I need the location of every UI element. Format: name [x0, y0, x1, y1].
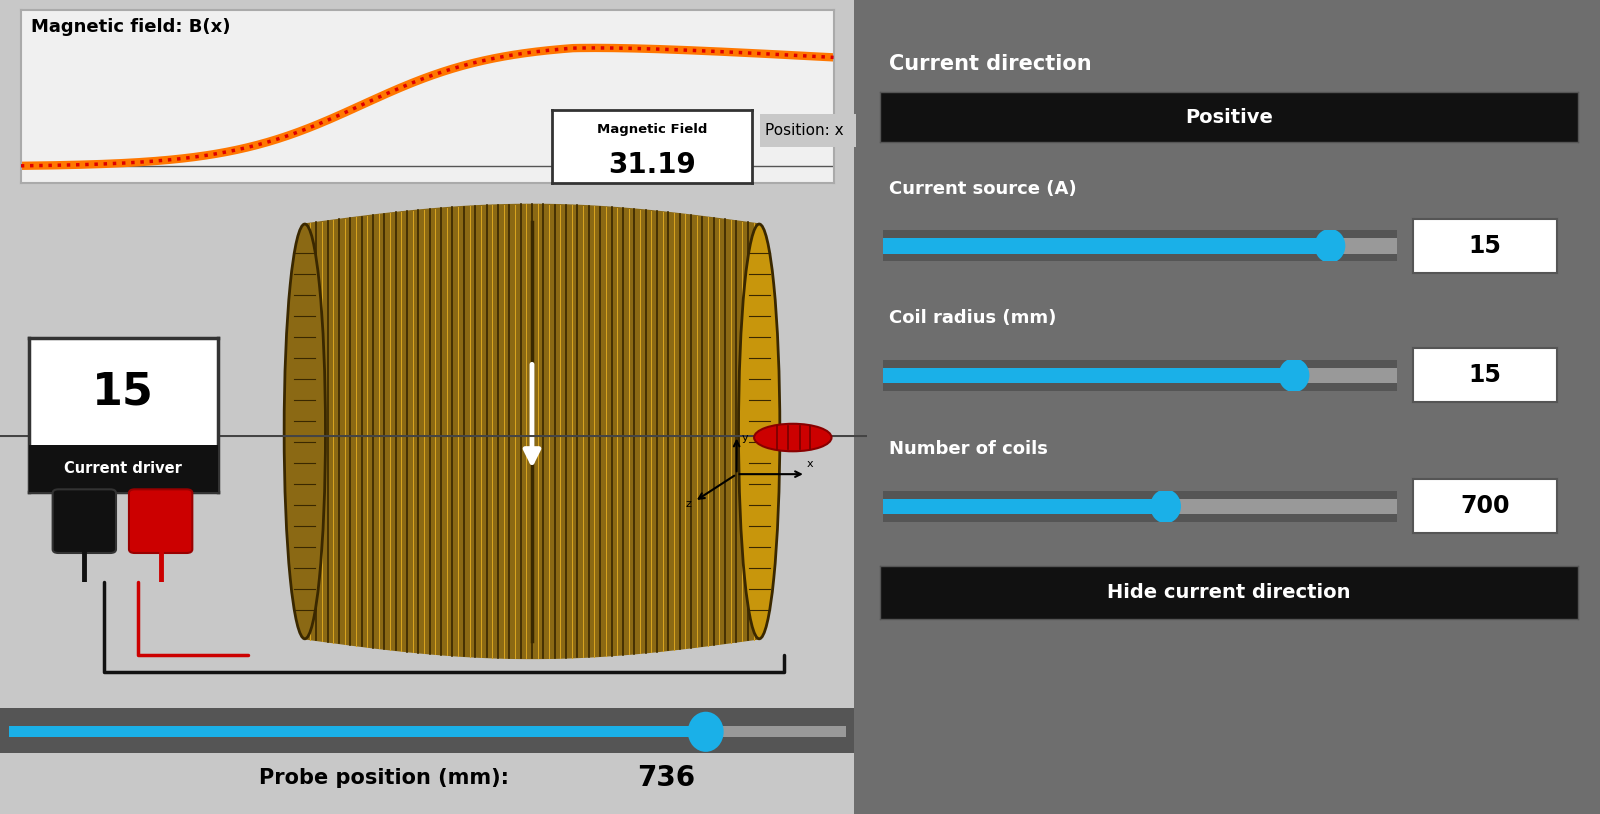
Text: 15: 15: [93, 370, 154, 414]
Bar: [8, 726, 706, 737]
Text: y: y: [742, 433, 749, 443]
Bar: [1166, 498, 1397, 514]
FancyBboxPatch shape: [130, 489, 192, 553]
Ellipse shape: [739, 224, 779, 639]
Bar: [1294, 368, 1397, 383]
Text: z: z: [685, 499, 691, 509]
Ellipse shape: [754, 424, 832, 451]
Polygon shape: [304, 204, 760, 659]
Text: Current direction: Current direction: [890, 55, 1091, 74]
Text: Position: x: Position: x: [765, 123, 843, 138]
Text: Magnetic field: B(x): Magnetic field: B(x): [30, 19, 230, 37]
Text: Current source (A): Current source (A): [890, 180, 1077, 198]
Ellipse shape: [285, 224, 325, 639]
Ellipse shape: [1150, 489, 1181, 523]
FancyBboxPatch shape: [53, 489, 115, 553]
Text: 700: 700: [1461, 494, 1510, 519]
Text: Hide current direction: Hide current direction: [1107, 583, 1350, 602]
Text: Magnetic Field: Magnetic Field: [597, 123, 707, 136]
Ellipse shape: [688, 711, 723, 752]
Bar: [883, 238, 1330, 253]
Bar: [883, 368, 1294, 383]
Ellipse shape: [1278, 358, 1309, 392]
Bar: [1330, 238, 1397, 253]
Bar: [883, 498, 1166, 514]
Text: Probe position (mm):: Probe position (mm):: [259, 768, 509, 788]
Text: Coil radius (mm): Coil radius (mm): [890, 309, 1056, 327]
Ellipse shape: [1315, 229, 1346, 263]
Bar: [706, 726, 846, 737]
Text: Number of coils: Number of coils: [890, 440, 1048, 458]
Text: Current driver: Current driver: [64, 462, 182, 476]
Text: x: x: [806, 459, 813, 470]
Text: 15: 15: [1469, 234, 1501, 258]
Text: 31.19: 31.19: [608, 151, 696, 179]
Text: Positive: Positive: [1186, 107, 1272, 127]
Text: 15: 15: [1469, 363, 1501, 387]
Text: 736: 736: [637, 764, 696, 792]
